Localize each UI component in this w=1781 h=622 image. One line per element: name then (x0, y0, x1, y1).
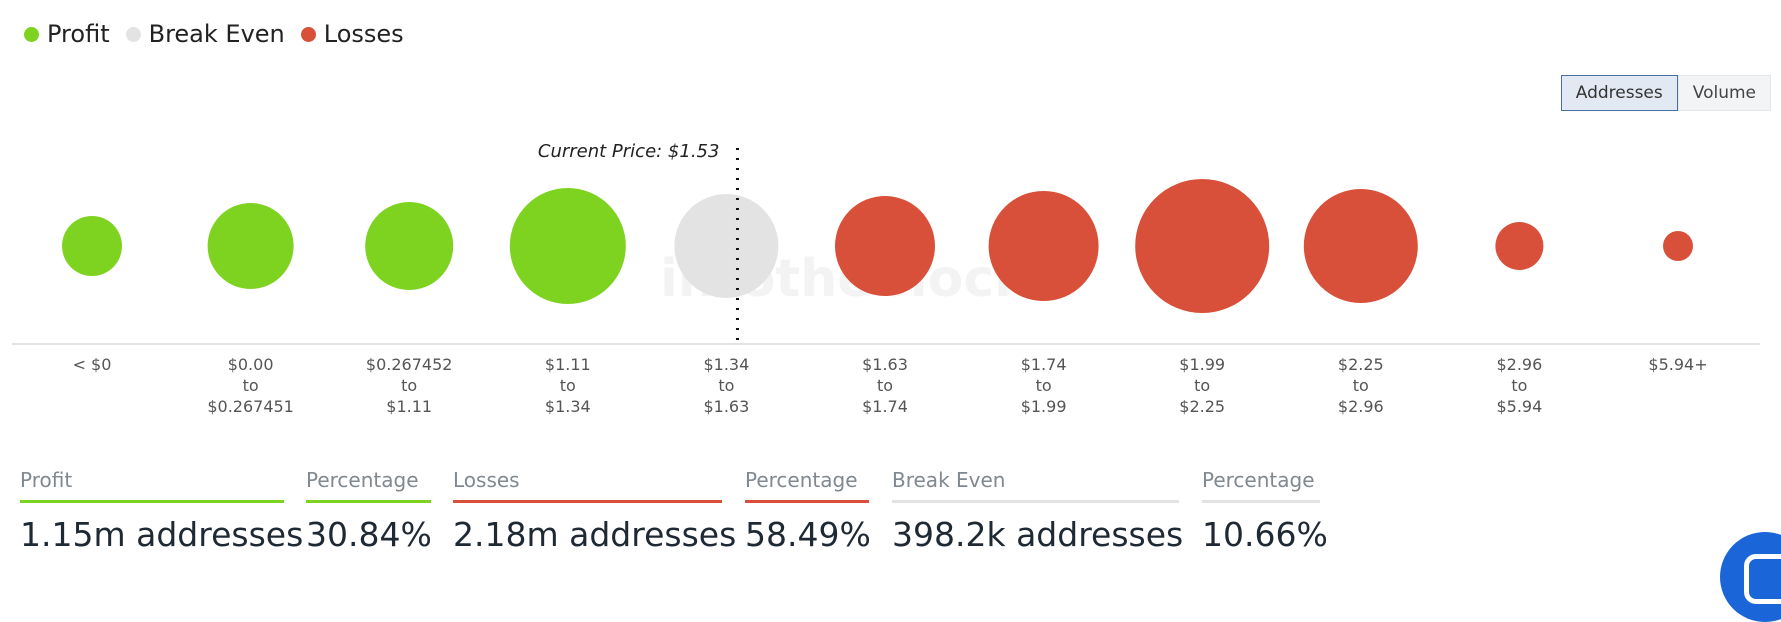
x-tick-label: $0.00 to $0.267451 (207, 355, 294, 416)
x-tick-label: $2.25 to $2.96 (1338, 355, 1384, 416)
bubble-loss[interactable] (835, 196, 935, 296)
volume-toggle-button[interactable]: Volume (1677, 75, 1771, 111)
x-tick-label-line: $0.00 (228, 355, 274, 374)
x-tick-label-line: $1.34 (545, 397, 591, 416)
x-tick-label: $2.96 to $5.94 (1496, 355, 1542, 416)
losses-stat: Losses 2.18m addresses (453, 468, 737, 554)
legend-item-losses[interactable]: Losses (300, 20, 404, 48)
break-even-stat-value: 398.2k addresses (892, 515, 1184, 554)
x-tick-label-line: $1.63 (862, 355, 908, 374)
x-tick-label: $1.34 to $1.63 (703, 355, 749, 416)
bubble-break-even[interactable] (674, 194, 779, 298)
current-price-label: Current Price: $1.53 (538, 141, 720, 162)
profit-percentage-label: Percentage (306, 468, 431, 503)
current-price-marker: Current Price: $1.53 (538, 141, 739, 344)
legend-label-profit: Profit (47, 20, 110, 48)
x-tick-label-line: $5.94+ (1648, 355, 1707, 374)
x-tick-label-line: $1.11 (386, 397, 432, 416)
x-tick-label-line: to (401, 376, 417, 395)
profit-percentage-value: 30.84% (306, 515, 432, 554)
x-tick-label: $1.74 to $1.99 (1021, 355, 1067, 416)
x-axis-ticks: < $0 $0.00 to $0.267451$0.267452 to $1.11$1.1… (73, 355, 1708, 416)
x-tick-label-line: $2.25 (1338, 355, 1384, 374)
legend-label-losses: Losses (323, 20, 404, 48)
break-even-percentage-value: 10.66% (1202, 515, 1328, 554)
bubble-loss[interactable] (1135, 179, 1270, 313)
chart-legend: Profit Break Even Losses (24, 20, 420, 48)
x-tick-label: $1.99 to $2.25 (1179, 355, 1225, 416)
bubble-chart: intotheblock Current Price: $1.53 < $0 $0… (12, 141, 1760, 416)
x-tick-label-line: to (1194, 376, 1210, 395)
losses-percentage-value: 58.49% (745, 515, 871, 554)
x-tick-label-line: $1.74 (862, 397, 908, 416)
chat-support-button[interactable] (1720, 532, 1781, 622)
bubble-loss[interactable] (1495, 222, 1544, 270)
x-tick-label-line: $2.96 (1496, 355, 1542, 374)
bubble-profit[interactable] (365, 202, 454, 290)
x-tick-label-line: $2.25 (1179, 397, 1225, 416)
bubble-profit[interactable] (207, 203, 294, 289)
profit-percentage-stat: Percentage 30.84% (306, 468, 432, 554)
x-tick-label: < $0 (73, 355, 112, 374)
legend-item-profit[interactable]: Profit (24, 20, 110, 48)
losses-stat-label: Losses (453, 468, 722, 503)
losses-stat-value: 2.18m addresses (453, 515, 737, 554)
x-tick-label: $0.267452 to $1.11 (366, 355, 453, 416)
bubble-loss[interactable] (1303, 189, 1418, 303)
break-even-stat: Break Even 398.2k addresses (892, 468, 1184, 554)
bubbles (62, 179, 1693, 313)
x-tick-label: $5.94+ (1648, 355, 1707, 374)
profit-stat: Profit 1.15m addresses (20, 468, 304, 554)
x-tick-label-line: to (1353, 376, 1369, 395)
losses-percentage-stat: Percentage 58.49% (745, 468, 871, 554)
x-tick-label-line: < $0 (73, 355, 112, 374)
legend-item-break-even[interactable]: Break Even (125, 20, 285, 48)
legend-label-break-even: Break Even (148, 20, 285, 48)
x-tick-label-line: $1.63 (703, 397, 749, 416)
bubble-loss[interactable] (988, 191, 1099, 301)
x-tick-label-line: to (877, 376, 893, 395)
x-tick-label-line: $1.11 (545, 355, 591, 374)
x-tick-label-line: $0.267452 (366, 355, 453, 374)
profit-dot-icon (24, 26, 39, 42)
break-even-dot-icon (125, 26, 141, 42)
x-tick-label-line: to (560, 376, 576, 395)
x-tick-label-line: $2.96 (1338, 397, 1384, 416)
x-tick-label: $1.11 to $1.34 (545, 355, 591, 416)
x-tick-label-line: $0.267451 (207, 397, 294, 416)
x-tick-label-line: $1.74 (1021, 355, 1067, 374)
bubble-loss[interactable] (1663, 231, 1693, 261)
x-tick-label: $1.63 to $1.74 (862, 355, 908, 416)
profit-stat-value: 1.15m addresses (20, 515, 304, 554)
x-tick-label-line: to (718, 376, 734, 395)
losses-dot-icon (300, 26, 316, 42)
bubble-profit[interactable] (509, 188, 626, 304)
bubble-profit[interactable] (62, 216, 122, 276)
break-even-percentage-stat: Percentage 10.66% (1202, 468, 1328, 554)
x-tick-label-line: to (1511, 376, 1527, 395)
profit-stat-label: Profit (20, 468, 284, 503)
addresses-toggle-button[interactable]: Addresses (1560, 75, 1678, 111)
break-even-percentage-label: Percentage (1202, 468, 1320, 503)
metric-toggle: Addresses Volume (1560, 75, 1771, 111)
x-tick-label-line: to (243, 376, 259, 395)
x-tick-label-line: $1.99 (1179, 355, 1225, 374)
chat-icon (1744, 554, 1781, 604)
x-tick-label-line: $5.94 (1496, 397, 1542, 416)
x-tick-label-line: $1.99 (1021, 397, 1067, 416)
break-even-stat-label: Break Even (892, 468, 1179, 503)
losses-percentage-label: Percentage (745, 468, 869, 503)
x-tick-label-line: to (1036, 376, 1052, 395)
x-tick-label-line: $1.34 (703, 355, 749, 374)
